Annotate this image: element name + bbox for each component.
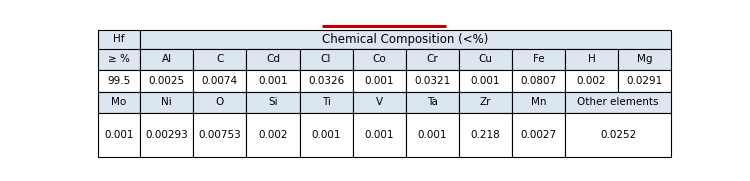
Text: Hf: Hf xyxy=(113,34,125,44)
Bar xyxy=(98,113,140,157)
Text: Mn: Mn xyxy=(531,97,546,107)
Bar xyxy=(140,92,194,113)
Bar xyxy=(140,113,194,157)
Bar xyxy=(512,49,565,70)
Bar xyxy=(247,49,299,70)
Text: 0.001: 0.001 xyxy=(104,130,134,140)
Text: 0.0326: 0.0326 xyxy=(308,76,344,86)
Text: 0.0807: 0.0807 xyxy=(520,76,556,86)
Text: ≥ %: ≥ % xyxy=(108,54,130,64)
Text: 0.0252: 0.0252 xyxy=(600,130,636,140)
Text: Ta: Ta xyxy=(427,97,438,107)
Text: Zr: Zr xyxy=(479,97,491,107)
Text: Cu: Cu xyxy=(478,54,492,64)
Bar xyxy=(299,113,352,157)
Bar xyxy=(512,92,565,113)
Text: Ti: Ti xyxy=(322,97,331,107)
Text: 0.0027: 0.0027 xyxy=(520,130,556,140)
Bar xyxy=(459,92,512,113)
Text: 0.001: 0.001 xyxy=(418,130,447,140)
Text: V: V xyxy=(376,97,382,107)
Bar xyxy=(565,70,618,92)
Bar xyxy=(512,113,565,157)
Bar xyxy=(140,30,671,49)
Bar xyxy=(406,49,459,70)
Bar xyxy=(352,92,406,113)
Text: Cr: Cr xyxy=(426,54,438,64)
Bar xyxy=(352,113,406,157)
Bar xyxy=(299,49,352,70)
Bar xyxy=(459,113,512,157)
Bar xyxy=(459,70,512,92)
Bar xyxy=(565,92,671,113)
Text: 0.00293: 0.00293 xyxy=(146,130,188,140)
Bar xyxy=(352,70,406,92)
Text: O: O xyxy=(216,97,224,107)
Bar xyxy=(406,92,459,113)
Bar xyxy=(194,92,247,113)
Text: Co: Co xyxy=(372,54,386,64)
Bar xyxy=(194,113,247,157)
Text: 0.0074: 0.0074 xyxy=(202,76,238,86)
Text: Other elements: Other elements xyxy=(578,97,658,107)
Bar xyxy=(247,70,299,92)
Text: Cd: Cd xyxy=(266,54,280,64)
Bar xyxy=(406,70,459,92)
Bar xyxy=(247,92,299,113)
Bar xyxy=(406,113,459,157)
Bar xyxy=(299,92,352,113)
Bar xyxy=(565,49,618,70)
Text: 99.5: 99.5 xyxy=(107,76,130,86)
Bar xyxy=(98,92,140,113)
Bar xyxy=(459,49,512,70)
Bar xyxy=(140,49,194,70)
Text: Mg: Mg xyxy=(637,54,652,64)
Bar xyxy=(299,70,352,92)
Text: H: H xyxy=(587,54,596,64)
Text: 0.218: 0.218 xyxy=(470,130,500,140)
Bar xyxy=(618,49,671,70)
Text: 0.001: 0.001 xyxy=(364,130,394,140)
Text: 0.001: 0.001 xyxy=(311,130,340,140)
Bar xyxy=(352,49,406,70)
Bar xyxy=(194,49,247,70)
Bar xyxy=(140,70,194,92)
Text: 0.0321: 0.0321 xyxy=(414,76,450,86)
Text: 0.001: 0.001 xyxy=(364,76,394,86)
Text: Al: Al xyxy=(162,54,172,64)
Text: Si: Si xyxy=(268,97,278,107)
Text: 0.001: 0.001 xyxy=(470,76,500,86)
Bar xyxy=(247,113,299,157)
Bar xyxy=(512,70,565,92)
Bar xyxy=(565,113,671,157)
Text: 0.002: 0.002 xyxy=(577,76,606,86)
Text: Fe: Fe xyxy=(532,54,544,64)
Text: 0.002: 0.002 xyxy=(258,130,288,140)
Text: Cl: Cl xyxy=(321,54,332,64)
Text: Chemical Composition (<%): Chemical Composition (<%) xyxy=(322,33,489,46)
Bar xyxy=(194,70,247,92)
Text: 0.0025: 0.0025 xyxy=(148,76,184,86)
Text: C: C xyxy=(216,54,223,64)
Text: Ni: Ni xyxy=(161,97,172,107)
Bar xyxy=(98,70,140,92)
Bar xyxy=(618,70,671,92)
Bar xyxy=(98,30,140,70)
Text: Mo: Mo xyxy=(111,97,127,107)
Text: 0.001: 0.001 xyxy=(258,76,288,86)
Text: 0.0291: 0.0291 xyxy=(626,76,663,86)
Text: 0.00753: 0.00753 xyxy=(199,130,242,140)
